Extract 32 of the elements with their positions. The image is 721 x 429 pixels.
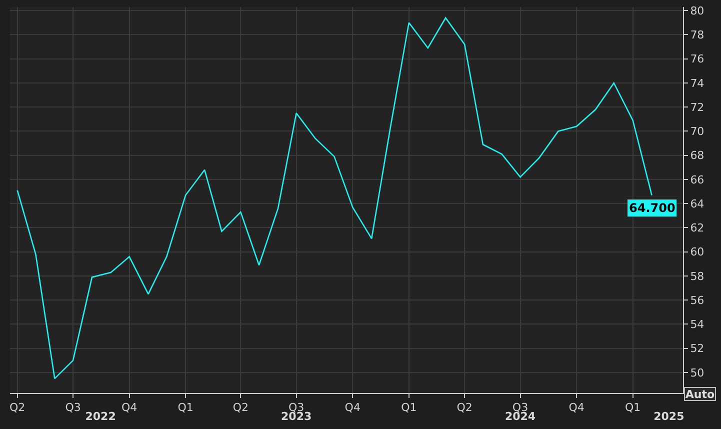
x-tick-label: Q4 — [568, 401, 584, 414]
y-tick-label: 62 — [690, 222, 704, 235]
y-tick-label: 60 — [690, 246, 704, 259]
y-tick-label: 76 — [690, 52, 704, 66]
x2-tick-label: 2022 — [85, 410, 116, 423]
x2-tick-label: 2024 — [504, 410, 536, 423]
y-tick-label: 70 — [690, 125, 704, 138]
y-tick-label: 50 — [690, 366, 704, 380]
y-tick-label: 68 — [690, 149, 704, 162]
y-tick-label: 56 — [690, 294, 704, 307]
x-tick-label: Q2 — [456, 401, 472, 414]
y-tick-label: 74 — [690, 76, 704, 90]
y-tick-label: 54 — [690, 318, 704, 332]
x-tick-label: Q2 — [232, 401, 248, 414]
x-tick-label: Q4 — [344, 401, 360, 414]
y-tick-label: 78 — [690, 28, 704, 42]
x2-tick-label: 2023 — [281, 410, 312, 423]
y-tick-label: 72 — [690, 100, 704, 114]
x-tick-label: Q2 — [10, 401, 26, 414]
x-tick-label: Q1 — [178, 401, 194, 414]
x-tick-label: Q4 — [121, 401, 138, 414]
y-tick-label: 52 — [690, 342, 704, 356]
x2-tick-label: 2025 — [654, 410, 684, 423]
y-tick-label: 66 — [690, 173, 704, 186]
y-tick-label: 64 — [690, 197, 704, 210]
auto-button: Auto — [684, 387, 716, 401]
data-label: 64.700 — [629, 201, 676, 215]
x-tick-label: Q3 — [65, 401, 81, 414]
y-tick-label: 58 — [690, 270, 704, 283]
x-tick-label: Q1 — [401, 401, 417, 414]
x-tick-label: Q1 — [624, 401, 641, 414]
y-tick-label: 80 — [690, 4, 704, 18]
